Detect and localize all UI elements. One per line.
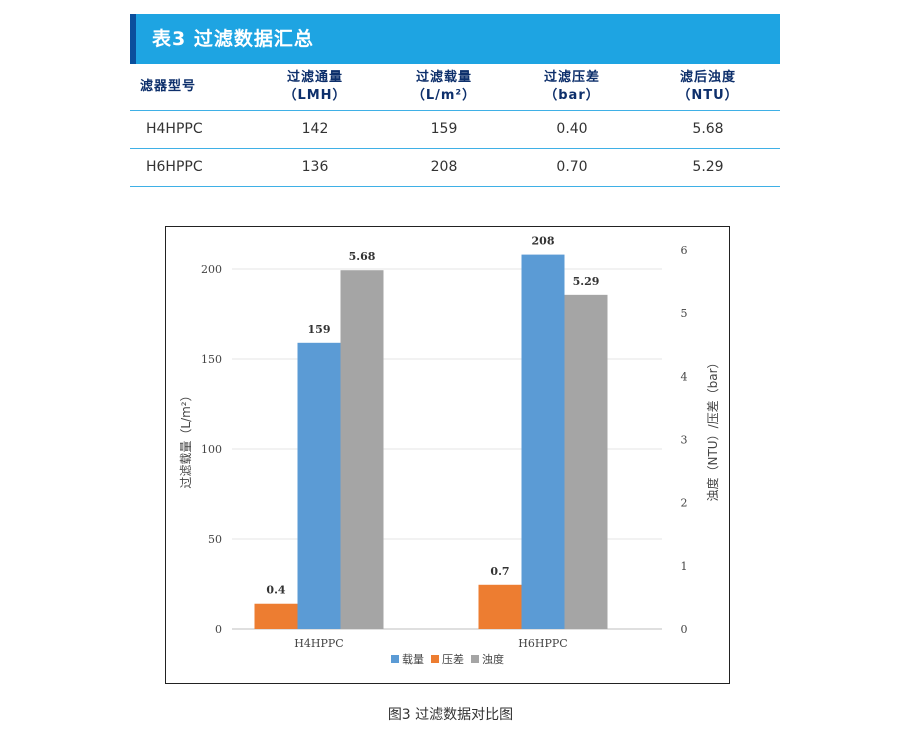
- header-cell-model: 滤器型号: [130, 64, 250, 110]
- y-tick-left: 100: [201, 443, 222, 456]
- table-cell: 142: [301, 121, 329, 137]
- bar-浊度: [340, 270, 384, 629]
- table-row: H6HPPC 136 208 0.70 5.29: [130, 148, 780, 187]
- table-cell: 0.40: [556, 121, 588, 137]
- header-cell-capacity: 过滤载量 （L/m²）: [380, 64, 508, 110]
- bar-压差: [254, 603, 298, 629]
- legend-swatch: [431, 655, 439, 663]
- legend-swatch: [471, 655, 479, 663]
- y-tick-right: 0: [681, 623, 688, 636]
- data-label: 0.4: [266, 584, 285, 597]
- header-unit: （L/m²）: [411, 88, 477, 103]
- data-label: 0.7: [490, 565, 509, 578]
- table-cell: H4HPPC: [146, 121, 203, 137]
- legend-label: 载量: [402, 653, 424, 666]
- table-header-row: 滤器型号 过滤通量 （LMH） 过滤载量 （L/m²） 过滤压差 （bar） 滤…: [130, 64, 780, 111]
- legend-label: 压差: [442, 652, 464, 666]
- y-tick-right: 1: [681, 560, 688, 573]
- chart-frame: 0 50 100 150 200 0 1 2 3 4 5 6 0.4 159 5.68 H4HPPC 0.7 20…: [165, 226, 730, 684]
- y-tick-left: 50: [208, 533, 222, 546]
- header-cell-pressure: 过滤压差 （bar）: [508, 64, 636, 110]
- header-unit: （LMH）: [283, 88, 347, 103]
- header-label: 过滤载量: [415, 70, 472, 85]
- legend-label: 浊度: [482, 652, 504, 666]
- bar-载量: [521, 254, 565, 629]
- table-cell: 5.68: [692, 121, 724, 137]
- bar-浊度: [564, 294, 608, 629]
- bar-压差: [478, 584, 522, 629]
- bar-载量: [297, 342, 341, 629]
- y-tick-left: 200: [201, 263, 222, 276]
- data-label: 208: [532, 235, 555, 248]
- header-unit: （bar）: [544, 88, 600, 103]
- y-axis-title-right: 浊度（NTU）/压差（bar）: [705, 356, 720, 501]
- header-unit: （NTU）: [677, 88, 739, 103]
- table-cell: 5.29: [692, 159, 724, 175]
- figure-caption: 图3 过滤数据对比图: [387, 707, 514, 723]
- bar-chart: 0 50 100 150 200 0 1 2 3 4 5 6 0.4 159 5.68 H4HPPC 0.7 20…: [179, 235, 720, 666]
- table-cell: 0.70: [556, 159, 588, 175]
- legend-swatch: [391, 655, 399, 663]
- y-tick-right: 5: [681, 307, 688, 320]
- header-label: 滤后浊度: [679, 70, 736, 85]
- header-label: 滤器型号: [140, 79, 197, 94]
- y-axis-title-left: 过滤载量（L/m²）: [179, 389, 193, 488]
- data-label: 5.68: [349, 250, 376, 263]
- table-title: 表3 过滤数据汇总: [152, 28, 314, 50]
- y-tick-right: 4: [681, 370, 688, 383]
- table-cell: 136: [301, 159, 329, 175]
- title-accent-bar: [130, 14, 136, 64]
- y-tick-left: 150: [201, 353, 222, 366]
- table-title-bar: 表3 过滤数据汇总: [130, 14, 780, 64]
- x-tick-label: H6HPPC: [518, 637, 567, 650]
- data-label: 159: [308, 323, 331, 336]
- header-cell-flux: 过滤通量 （LMH）: [250, 64, 380, 110]
- y-tick-right: 3: [681, 434, 688, 447]
- header-label: 过滤压差: [543, 70, 600, 85]
- x-tick-label: H4HPPC: [294, 637, 343, 650]
- table-cell: 208: [430, 159, 458, 175]
- y-tick-right: 6: [681, 244, 688, 257]
- data-label: 5.29: [573, 275, 600, 288]
- header-cell-turbidity: 滤后浊度 （NTU）: [636, 64, 780, 110]
- table-cell: H6HPPC: [146, 159, 203, 175]
- table-cell: 159: [430, 121, 458, 137]
- table-row: H4HPPC 142 159 0.40 5.68: [130, 110, 780, 149]
- header-label: 过滤通量: [286, 70, 343, 85]
- y-tick-left: 0: [215, 623, 222, 636]
- y-tick-right: 2: [681, 497, 688, 510]
